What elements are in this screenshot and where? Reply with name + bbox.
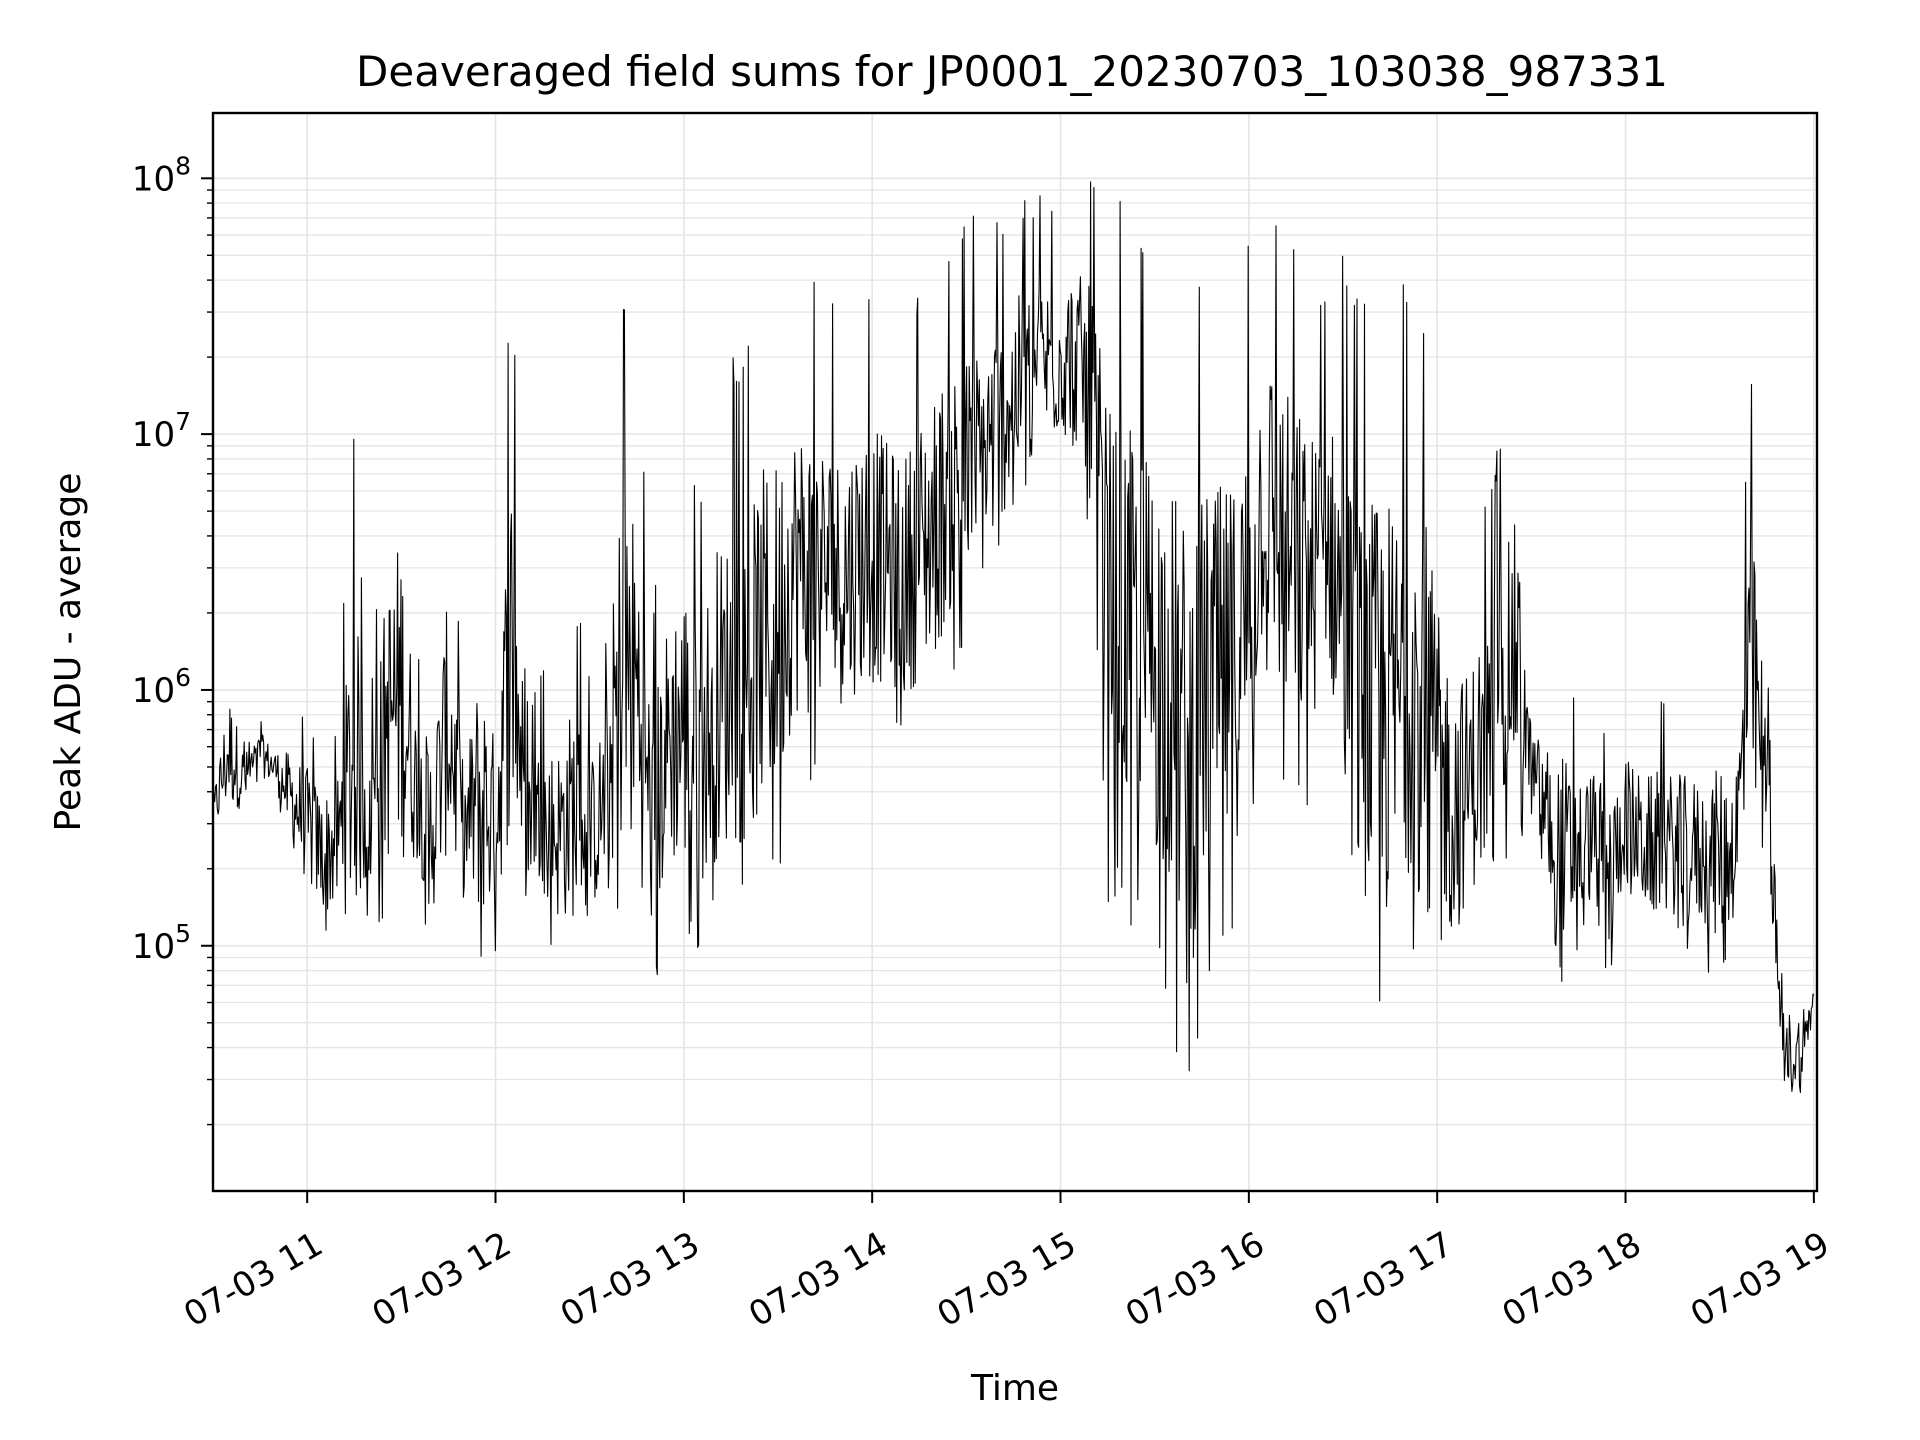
plot-area-frame bbox=[211, 111, 1819, 1193]
y-tick-label: 107 bbox=[132, 407, 191, 455]
y-tick-label: 105 bbox=[132, 919, 191, 967]
y-axis-ticks: 105 106 107 108 bbox=[132, 151, 213, 1126]
y-tick-label: 108 bbox=[132, 151, 191, 199]
y-axis-label: Peak ADU - average bbox=[48, 473, 89, 832]
series-line bbox=[212, 181, 1815, 1094]
y-tick-label: 106 bbox=[132, 663, 191, 711]
chart-title: Deaveraged field sums for JP0001_2023070… bbox=[356, 47, 1668, 96]
data-series bbox=[212, 181, 1815, 1094]
x-axis-label: Time bbox=[970, 1368, 1059, 1409]
grid-lines bbox=[213, 113, 1817, 1191]
